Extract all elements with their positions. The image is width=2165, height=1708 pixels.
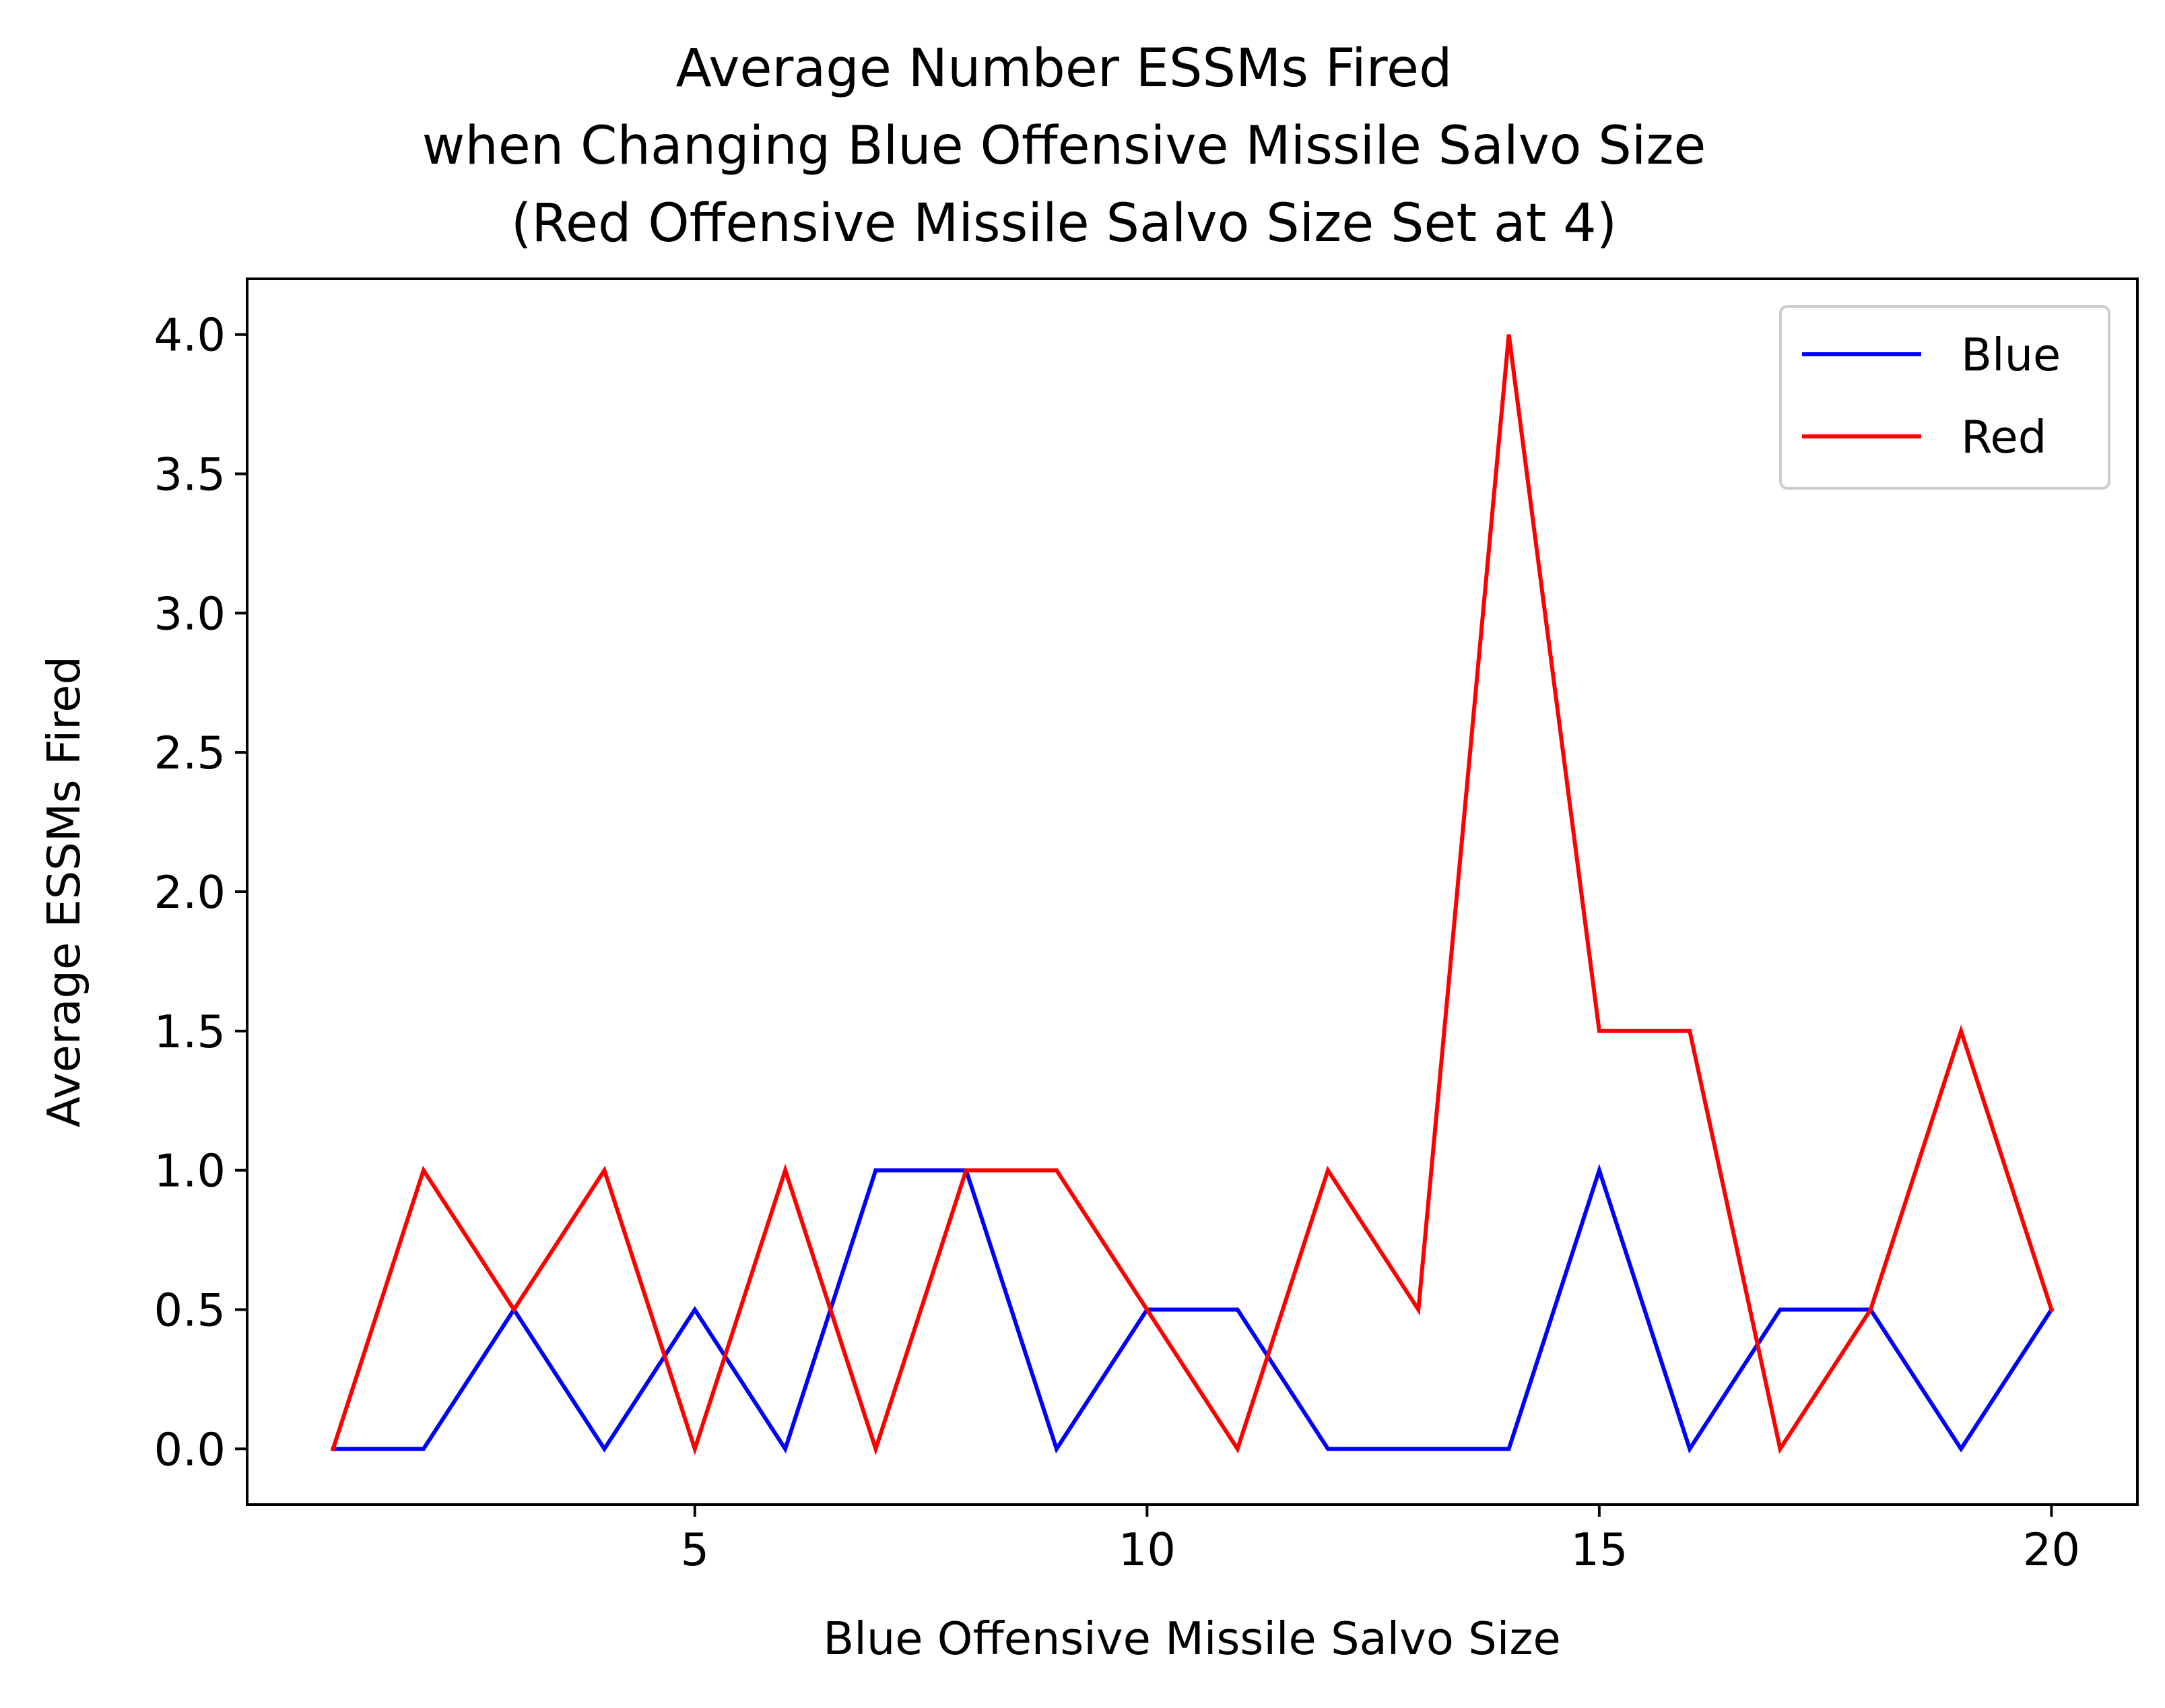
y-tick-label: 1.5 <box>154 1006 226 1058</box>
series-line-red <box>330 334 2055 1456</box>
legend-label-red: Red <box>1961 411 2046 463</box>
y-tick-label: 4.0 <box>154 309 226 362</box>
x-axis: 5 10 15 20 <box>680 1505 2080 1576</box>
y-tick-label: 0.0 <box>154 1423 226 1476</box>
chart-title-line-2: when Changing Blue Offensive Missile Sal… <box>422 116 1706 176</box>
legend-box <box>1779 305 2110 490</box>
y-axis: 0.0 0.5 1.0 1.5 2.0 2.5 3.0 3.5 4.0 <box>154 309 247 1476</box>
x-tick-label: 5 <box>680 1523 709 1576</box>
y-axis-label: Average ESSMs Fired <box>38 656 90 1127</box>
x-axis-label: Blue Offensive Missile Salvo Size <box>823 1612 1561 1665</box>
y-tick-label: 1.0 <box>154 1145 226 1197</box>
x-tick-label: 20 <box>2023 1523 2080 1576</box>
legend-label-blue: Blue <box>1961 329 2061 381</box>
y-tick-label: 3.5 <box>154 449 226 501</box>
chart-title-line-3: (Red Offensive Missile Salvo Size Set at… <box>511 193 1617 254</box>
chart-title: Average Number ESSMs Fired when Changing… <box>422 38 1706 254</box>
x-tick-label: 10 <box>1119 1523 1176 1576</box>
legend: Blue Red <box>1779 305 2110 490</box>
chart-title-line-1: Average Number ESSMs Fired <box>676 38 1453 99</box>
y-tick-label: 0.5 <box>154 1284 226 1336</box>
x-tick-label: 15 <box>1570 1523 1628 1576</box>
y-tick-label: 2.5 <box>154 727 226 779</box>
series-line-blue <box>331 1163 2055 1454</box>
y-tick-label: 2.0 <box>154 866 226 919</box>
series-layer <box>330 334 2055 1456</box>
y-tick-label: 3.0 <box>154 587 226 640</box>
